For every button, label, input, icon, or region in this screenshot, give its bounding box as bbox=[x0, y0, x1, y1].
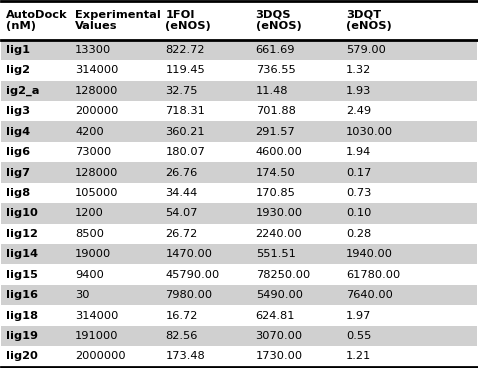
Text: lig8: lig8 bbox=[6, 188, 30, 198]
Bar bbox=[1, 326, 477, 346]
Text: 1470.00: 1470.00 bbox=[165, 249, 212, 259]
Text: 128000: 128000 bbox=[75, 86, 119, 96]
Text: 314000: 314000 bbox=[75, 66, 119, 75]
Bar bbox=[1, 162, 477, 183]
Text: lig12: lig12 bbox=[6, 229, 38, 239]
Text: 314000: 314000 bbox=[75, 311, 119, 321]
Text: 26.72: 26.72 bbox=[165, 229, 197, 239]
Text: lig10: lig10 bbox=[6, 208, 38, 218]
Text: 26.76: 26.76 bbox=[165, 167, 197, 177]
Text: 34.44: 34.44 bbox=[165, 188, 197, 198]
Text: lig20: lig20 bbox=[6, 351, 38, 361]
Text: Experimental
Values: Experimental Values bbox=[75, 10, 161, 31]
Text: ig2_a: ig2_a bbox=[6, 86, 40, 96]
Text: 9400: 9400 bbox=[75, 270, 104, 280]
Text: 200000: 200000 bbox=[75, 106, 119, 116]
Text: 61780.00: 61780.00 bbox=[346, 270, 400, 280]
Bar bbox=[1, 81, 477, 101]
Text: lig1: lig1 bbox=[6, 45, 30, 55]
Text: 1.94: 1.94 bbox=[346, 147, 371, 157]
Text: lig15: lig15 bbox=[6, 270, 38, 280]
Text: lig7: lig7 bbox=[6, 167, 30, 177]
Text: 1.97: 1.97 bbox=[346, 311, 371, 321]
Text: 3070.00: 3070.00 bbox=[256, 331, 303, 341]
Text: 191000: 191000 bbox=[75, 331, 119, 341]
Text: 5490.00: 5490.00 bbox=[256, 290, 303, 300]
Text: 170.85: 170.85 bbox=[256, 188, 295, 198]
Text: 7980.00: 7980.00 bbox=[165, 290, 212, 300]
Text: lig14: lig14 bbox=[6, 249, 38, 259]
Text: 551.51: 551.51 bbox=[256, 249, 295, 259]
Text: lig3: lig3 bbox=[6, 106, 30, 116]
Text: 1940.00: 1940.00 bbox=[346, 249, 393, 259]
Text: 2.49: 2.49 bbox=[346, 106, 371, 116]
Text: 1930.00: 1930.00 bbox=[256, 208, 303, 218]
Text: 1730.00: 1730.00 bbox=[256, 351, 303, 361]
Text: 718.31: 718.31 bbox=[165, 106, 205, 116]
Text: 128000: 128000 bbox=[75, 167, 119, 177]
Text: lig2: lig2 bbox=[6, 66, 30, 75]
Text: 8500: 8500 bbox=[75, 229, 104, 239]
Bar bbox=[1, 203, 477, 224]
Text: 0.28: 0.28 bbox=[346, 229, 371, 239]
Text: 173.48: 173.48 bbox=[165, 351, 205, 361]
Bar bbox=[1, 1, 477, 40]
Text: 180.07: 180.07 bbox=[165, 147, 205, 157]
Text: 82.56: 82.56 bbox=[165, 331, 198, 341]
Text: 30: 30 bbox=[75, 290, 89, 300]
Text: 624.81: 624.81 bbox=[256, 311, 295, 321]
Text: 105000: 105000 bbox=[75, 188, 119, 198]
Text: 54.07: 54.07 bbox=[165, 208, 198, 218]
Text: 4600.00: 4600.00 bbox=[256, 147, 303, 157]
Text: 3DQT
(eNOS): 3DQT (eNOS) bbox=[346, 10, 391, 31]
Text: 16.72: 16.72 bbox=[165, 311, 198, 321]
Text: lig6: lig6 bbox=[6, 147, 30, 157]
Bar bbox=[1, 244, 477, 265]
Bar bbox=[1, 285, 477, 305]
Text: 1FOI
(eNOS): 1FOI (eNOS) bbox=[165, 10, 211, 31]
Text: 45790.00: 45790.00 bbox=[165, 270, 219, 280]
Text: 11.48: 11.48 bbox=[256, 86, 288, 96]
Text: 19000: 19000 bbox=[75, 249, 111, 259]
Text: 7640.00: 7640.00 bbox=[346, 290, 393, 300]
Text: 291.57: 291.57 bbox=[256, 127, 295, 137]
Text: 1.93: 1.93 bbox=[346, 86, 371, 96]
Text: 174.50: 174.50 bbox=[256, 167, 295, 177]
Text: 822.72: 822.72 bbox=[165, 45, 205, 55]
Text: 119.45: 119.45 bbox=[165, 66, 205, 75]
Text: 0.73: 0.73 bbox=[346, 188, 371, 198]
Text: 78250.00: 78250.00 bbox=[256, 270, 310, 280]
Text: 13300: 13300 bbox=[75, 45, 111, 55]
Text: 701.88: 701.88 bbox=[256, 106, 295, 116]
Text: lig4: lig4 bbox=[6, 127, 30, 137]
Text: 0.10: 0.10 bbox=[346, 208, 371, 218]
Text: 661.69: 661.69 bbox=[256, 45, 295, 55]
Bar bbox=[1, 121, 477, 142]
Text: 736.55: 736.55 bbox=[256, 66, 295, 75]
Text: 0.17: 0.17 bbox=[346, 167, 371, 177]
Bar bbox=[1, 40, 477, 60]
Text: 3DQS
(eNOS): 3DQS (eNOS) bbox=[256, 10, 302, 31]
Text: 360.21: 360.21 bbox=[165, 127, 205, 137]
Text: 2000000: 2000000 bbox=[75, 351, 126, 361]
Text: 2240.00: 2240.00 bbox=[256, 229, 303, 239]
Text: AutoDock
(nM): AutoDock (nM) bbox=[6, 10, 68, 31]
Text: 579.00: 579.00 bbox=[346, 45, 386, 55]
Text: 1030.00: 1030.00 bbox=[346, 127, 393, 137]
Text: 1200: 1200 bbox=[75, 208, 104, 218]
Text: 73000: 73000 bbox=[75, 147, 111, 157]
Text: lig16: lig16 bbox=[6, 290, 38, 300]
Text: 0.55: 0.55 bbox=[346, 331, 371, 341]
Text: 32.75: 32.75 bbox=[165, 86, 198, 96]
Text: 1.21: 1.21 bbox=[346, 351, 371, 361]
Text: lig19: lig19 bbox=[6, 331, 38, 341]
Text: 1.32: 1.32 bbox=[346, 66, 371, 75]
Text: 4200: 4200 bbox=[75, 127, 104, 137]
Text: lig18: lig18 bbox=[6, 311, 38, 321]
